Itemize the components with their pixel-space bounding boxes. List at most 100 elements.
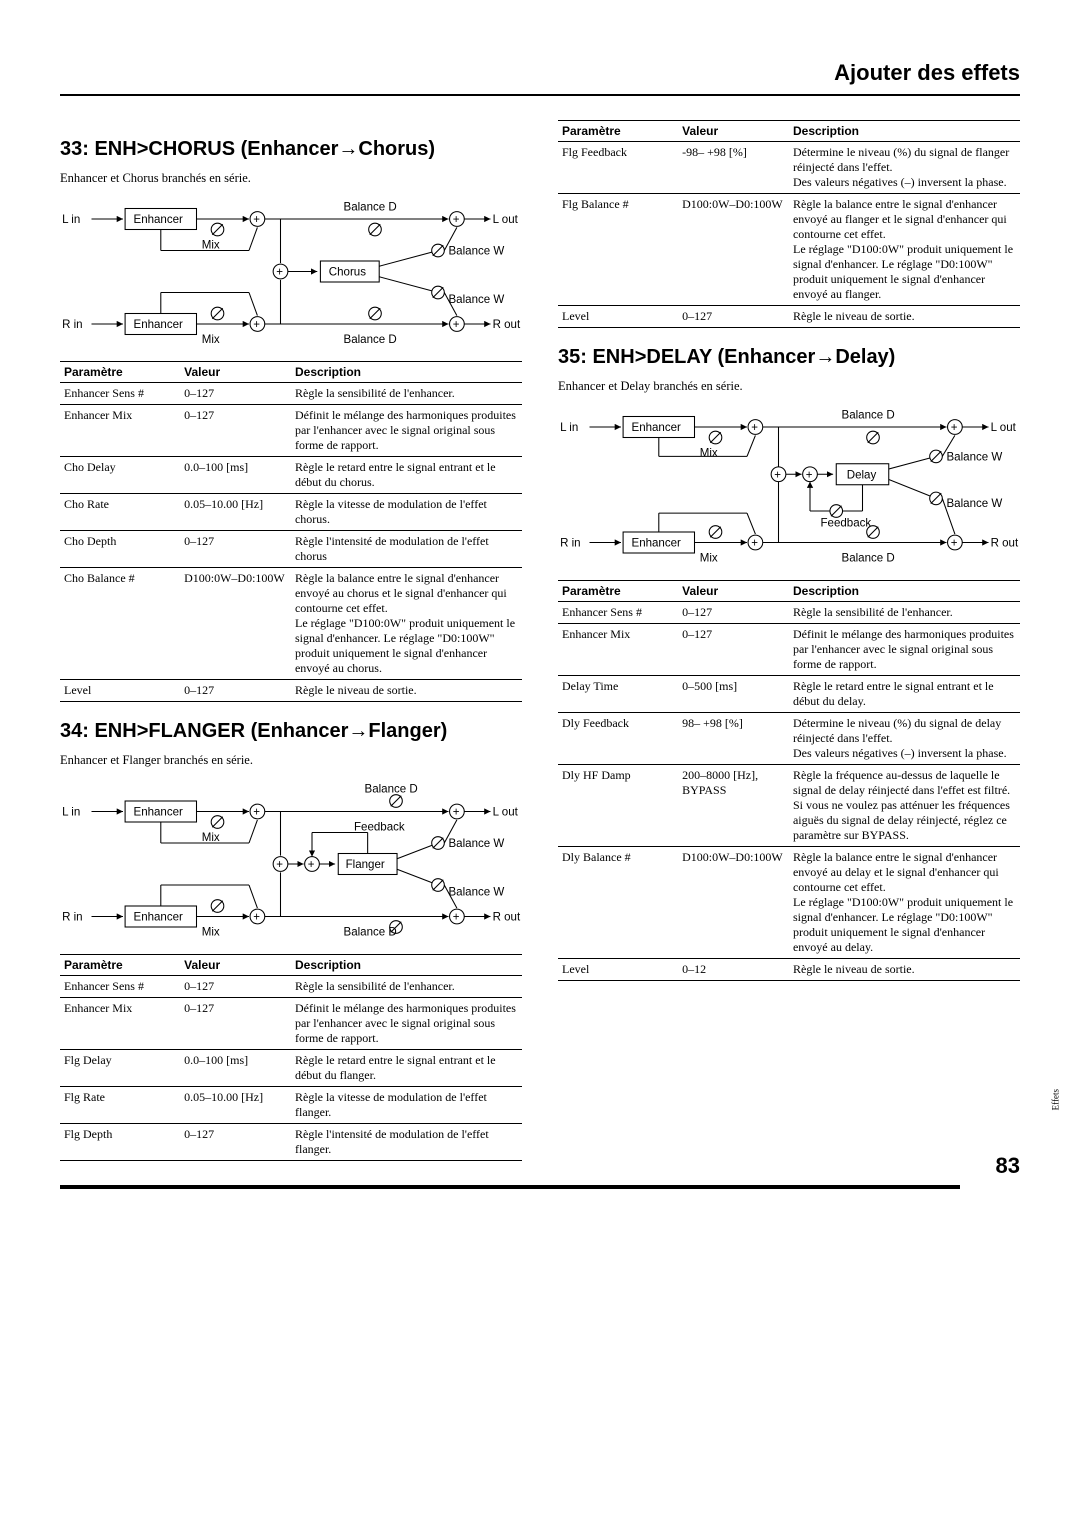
- table-cell: Règle le retard entre le signal entrant …: [789, 675, 1020, 712]
- section-34-title: 34: ENH>FLANGER (Enhancer→Flanger): [60, 720, 522, 743]
- svg-text:Enhancer: Enhancer: [134, 807, 184, 819]
- table-cell: 0–127: [180, 1123, 291, 1160]
- table-row: Level0–127Règle le niveau de sortie.: [558, 306, 1020, 328]
- svg-text:+: +: [253, 319, 260, 331]
- table-row: Level0–127Règle le niveau de sortie.: [60, 680, 522, 702]
- th-desc: Description: [291, 362, 522, 383]
- table-cell: Level: [60, 680, 180, 702]
- table-cell: Delay Time: [558, 675, 678, 712]
- table-row: Level0–12Règle le niveau de sortie.: [558, 958, 1020, 980]
- table-35: Paramètre Valeur Description Enhancer Se…: [558, 580, 1020, 981]
- svg-text:Balance D: Balance D: [344, 334, 397, 345]
- table-cell: Flg Feedback: [558, 142, 678, 194]
- table-row: Enhancer Sens #0–127Règle la sensibilité…: [558, 601, 1020, 623]
- svg-text:Chorus: Chorus: [329, 267, 366, 279]
- table-row: Enhancer Mix0–127Définit le mélange des …: [60, 405, 522, 457]
- table-row: Enhancer Mix0–127Définit le mélange des …: [558, 623, 1020, 675]
- svg-text:L out: L out: [493, 214, 519, 226]
- svg-text:L out: L out: [991, 422, 1017, 434]
- svg-text:Feedback: Feedback: [821, 518, 872, 530]
- section-33-subtitle: Enhancer et Chorus branchés en série.: [60, 171, 522, 186]
- table-row: Cho Balance #D100:0W–D0:100WRègle la bal…: [60, 568, 522, 680]
- table-row: Flg Delay0.0–100 [ms]Règle le retard ent…: [60, 1049, 522, 1086]
- table-cell: 0.05–10.00 [Hz]: [180, 1086, 291, 1123]
- table-cell: 0–500 [ms]: [678, 675, 789, 712]
- table-cell: Dly Balance #: [558, 846, 678, 958]
- table-cell: Enhancer Sens #: [60, 975, 180, 997]
- table-cell: Règle la balance entre le signal d'enhan…: [789, 194, 1020, 306]
- svg-text:+: +: [951, 538, 958, 550]
- table-cell: Level: [558, 958, 678, 980]
- table-cell: Enhancer Sens #: [60, 383, 180, 405]
- table-cell: Définit le mélange des harmoniques produ…: [789, 623, 1020, 675]
- svg-text:R out: R out: [493, 912, 521, 924]
- section-35-title: 35: ENH>DELAY (Enhancer→Delay): [558, 346, 1020, 369]
- columns: 33: ENH>CHORUS (Enhancer→Chorus) Enhance…: [60, 120, 1020, 1169]
- table-cell: 0–127: [678, 306, 789, 328]
- side-tab-label: Effets: [1050, 1089, 1060, 1110]
- th-valeur: Valeur: [180, 362, 291, 383]
- table-cell: 0.0–100 [ms]: [180, 1049, 291, 1086]
- th-valeur: Valeur: [180, 954, 291, 975]
- table-cell: Flg Depth: [60, 1123, 180, 1160]
- table-row: Dly HF Damp200–8000 [Hz], BYPASSRègle la…: [558, 764, 1020, 846]
- table-row: Delay Time0–500 [ms]Règle le retard entr…: [558, 675, 1020, 712]
- table-cell: Dly Feedback: [558, 712, 678, 764]
- th-valeur: Valeur: [678, 580, 789, 601]
- table-cell: 0.05–10.00 [Hz]: [180, 494, 291, 531]
- table-cell: Flg Rate: [60, 1086, 180, 1123]
- table-cell: Règle le niveau de sortie.: [789, 306, 1020, 328]
- table-cell: Règle la vitesse de modulation de l'effe…: [291, 494, 522, 531]
- svg-text:Balance W: Balance W: [449, 838, 505, 850]
- table-cell: Règle la sensibilité de l'enhancer.: [291, 383, 522, 405]
- section-35-subtitle: Enhancer et Delay branchés en série.: [558, 379, 1020, 394]
- page-number: 83: [996, 1153, 1020, 1179]
- table-cell: Règle la balance entre le signal d'enhan…: [291, 568, 522, 680]
- svg-text:Balance D: Balance D: [344, 926, 397, 937]
- th-desc: Description: [789, 121, 1020, 142]
- svg-text:Mix: Mix: [202, 334, 220, 345]
- page-header: Ajouter des effets: [60, 60, 1020, 96]
- svg-text:+: +: [253, 214, 260, 226]
- table-cell: Enhancer Mix: [60, 997, 180, 1049]
- svg-text:Enhancer: Enhancer: [134, 319, 184, 331]
- diagram-35: L in Enhancer Mix + Balance D + L out R …: [558, 406, 1020, 564]
- table-34b: Paramètre Valeur Description Flg Feedbac…: [558, 120, 1020, 328]
- svg-text:Flanger: Flanger: [346, 859, 385, 871]
- svg-text:+: +: [806, 469, 813, 481]
- left-column: 33: ENH>CHORUS (Enhancer→Chorus) Enhance…: [60, 120, 522, 1169]
- table-cell: Détermine le niveau (%) du signal de fla…: [789, 142, 1020, 194]
- table-row: Dly Feedback98– +98 [%]Détermine le nive…: [558, 712, 1020, 764]
- th-desc: Description: [291, 954, 522, 975]
- th-desc: Description: [789, 580, 1020, 601]
- table-cell: 200–8000 [Hz], BYPASS: [678, 764, 789, 846]
- svg-text:R in: R in: [62, 319, 83, 331]
- table-cell: Flg Balance #: [558, 194, 678, 306]
- table-row: Dly Balance #D100:0W–D0:100WRègle la bal…: [558, 846, 1020, 958]
- table-row: Flg Rate0.05–10.00 [Hz]Règle la vitesse …: [60, 1086, 522, 1123]
- table-cell: Règle la sensibilité de l'enhancer.: [789, 601, 1020, 623]
- svg-text:R in: R in: [62, 912, 83, 924]
- svg-text:+: +: [951, 422, 958, 434]
- svg-text:Balance W: Balance W: [449, 887, 505, 899]
- th-valeur: Valeur: [678, 121, 789, 142]
- table-cell: Enhancer Mix: [60, 405, 180, 457]
- svg-text:Balance W: Balance W: [947, 498, 1003, 510]
- table-cell: 0–127: [180, 997, 291, 1049]
- diagram-33: L in Enhancer Mix + Balance D + L out R …: [60, 198, 522, 345]
- diagram-34: L in Enhancer Mix + Balance D + L out R …: [60, 780, 522, 938]
- svg-text:Balance D: Balance D: [344, 202, 397, 214]
- table-cell: 0–127: [180, 405, 291, 457]
- table-cell: Règle la sensibilité de l'enhancer.: [291, 975, 522, 997]
- table-cell: Cho Depth: [60, 531, 180, 568]
- svg-text:R in: R in: [560, 538, 581, 550]
- svg-text:L out: L out: [493, 807, 519, 819]
- th-param: Paramètre: [60, 362, 180, 383]
- table-cell: Enhancer Sens #: [558, 601, 678, 623]
- footer-rule: [60, 1185, 960, 1189]
- svg-text:R out: R out: [493, 319, 521, 331]
- table-cell: D100:0W–D0:100W: [678, 846, 789, 958]
- table-cell: Règle le niveau de sortie.: [789, 958, 1020, 980]
- table-cell: Cho Balance #: [60, 568, 180, 680]
- table-row: Flg Balance #D100:0W–D0:100WRègle la bal…: [558, 194, 1020, 306]
